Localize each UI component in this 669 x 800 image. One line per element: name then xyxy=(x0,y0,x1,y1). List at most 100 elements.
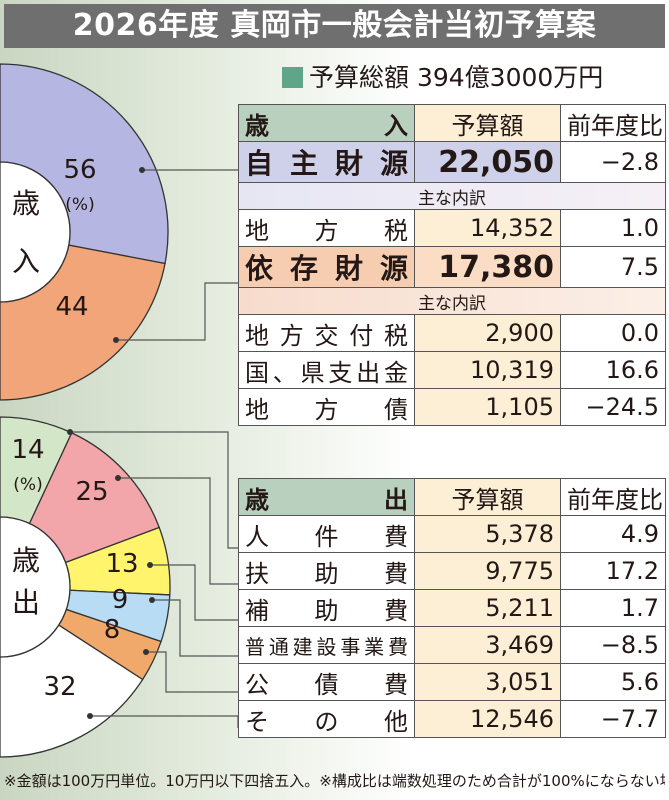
revenue-item-ratio: 16.6 xyxy=(560,351,666,389)
jishu-row: 自主財源 22,050 −2.8 xyxy=(238,141,666,183)
breakdown-row-1: 主な内訳 xyxy=(238,182,666,210)
expenditure-item-name: 公債費 xyxy=(238,663,415,701)
expenditure-item-ratio: 1.7 xyxy=(560,589,666,627)
chihouzei-ratio: 1.0 xyxy=(560,209,666,247)
leader-dot xyxy=(147,562,153,568)
expenditure-item-amount: 9,775 xyxy=(414,552,561,590)
leader-dot xyxy=(143,649,149,655)
revenue-item-amount: 1,105 xyxy=(414,388,561,426)
revenue-item-name: 地方債 xyxy=(238,388,415,426)
expenditure-item-ratio: −8.5 xyxy=(560,626,666,664)
izon-name: 依存財源 xyxy=(238,246,415,288)
unit-label: (%) xyxy=(13,475,42,495)
chihouzei-amount: 14,352 xyxy=(414,209,561,247)
izon-row: 依存財源 17,380 7.5 xyxy=(238,246,666,288)
leader-dot xyxy=(87,713,93,719)
expenditure-header-name: 歳出 xyxy=(238,478,415,516)
expenditure-header-row: 歳出 予算額 前年度比(%) xyxy=(238,478,666,516)
leader-line xyxy=(150,564,238,621)
expenditure-item-ratio: −7.7 xyxy=(560,700,666,738)
jishu-amount: 22,050 xyxy=(414,141,561,183)
total-budget: 予算総額 394億3000万円 xyxy=(282,58,603,94)
square-marker-icon xyxy=(282,67,303,88)
revenue-item-name: 国、県支出金 xyxy=(238,351,415,389)
expenditure-header-amount: 予算額 xyxy=(414,478,561,516)
total-label: 予算総額 394億3000万円 xyxy=(309,63,604,92)
expenditure-item-row: 公債費 3,051 5.6 xyxy=(238,663,666,701)
slice-label: 25 xyxy=(75,477,108,507)
leader-line xyxy=(118,477,238,585)
expenditure-item-name: 人件費 xyxy=(238,515,415,553)
pie-center xyxy=(0,161,71,303)
revenue-header-amount: 予算額 xyxy=(414,104,561,142)
izon-amount: 17,380 xyxy=(414,246,561,288)
revenue-item-row: 地方交付税 2,900 0.0 xyxy=(238,314,666,352)
expenditure-item-row: 扶助費 9,775 17.2 xyxy=(238,552,666,590)
jishu-ratio: −2.8 xyxy=(560,141,666,183)
pie-center-label: 入 xyxy=(12,245,40,278)
pie-center-label: 歳 xyxy=(12,544,40,577)
revenue-item-name: 地方交付税 xyxy=(238,314,415,352)
expenditure-item-amount: 3,051 xyxy=(414,663,561,701)
leader-dot xyxy=(139,167,145,173)
expenditure-item-ratio: 17.2 xyxy=(560,552,666,590)
slice-label: 44 xyxy=(55,292,88,322)
pie-center-label: 出 xyxy=(12,586,40,619)
slice-label: 32 xyxy=(43,672,76,702)
leader-dot xyxy=(149,597,155,603)
slice-label: 14 xyxy=(11,435,44,465)
revenue-item-ratio: −24.5 xyxy=(560,388,666,426)
leader-dot xyxy=(115,475,121,481)
breakdown-row-2: 主な内訳 xyxy=(238,287,666,315)
breakdown-label-2: 主な内訳 xyxy=(238,287,666,315)
leader-line xyxy=(70,431,238,549)
revenue-header-ratio: 前年度比(%) xyxy=(560,104,666,142)
leader-line xyxy=(90,715,239,728)
izon-ratio: 7.5 xyxy=(560,246,666,288)
chihouzei-name: 地方税 xyxy=(238,209,415,247)
leader-dot xyxy=(113,337,119,343)
slice-label: 9 xyxy=(112,585,129,615)
revenue-item-ratio: 0.0 xyxy=(560,314,666,352)
revenue-item-amount: 10,319 xyxy=(414,351,561,389)
leader-line xyxy=(146,651,238,693)
leader-line xyxy=(116,282,238,341)
expenditure-item-amount: 5,211 xyxy=(414,589,561,627)
expenditure-item-amount: 5,378 xyxy=(414,515,561,553)
unit-label: (%) xyxy=(65,195,94,215)
expenditure-item-ratio: 5.6 xyxy=(560,663,666,701)
expenditure-item-name: 扶助費 xyxy=(238,552,415,590)
pie-center xyxy=(0,516,71,658)
leader-dot xyxy=(67,429,73,435)
page-title: 2026年度 真岡市一般会計当初予算案 xyxy=(4,4,665,48)
pie-center-label: 歳 xyxy=(12,187,40,220)
revenue-item-row: 国、県支出金 10,319 16.6 xyxy=(238,351,666,389)
revenue-item-amount: 2,900 xyxy=(414,314,561,352)
revenue-item-row: 地方債 1,105 −24.5 xyxy=(238,388,666,426)
expenditure-item-name: 補助費 xyxy=(238,589,415,627)
expenditure-item-amount: 3,469 xyxy=(414,626,561,664)
breakdown-label-1: 主な内訳 xyxy=(238,182,666,210)
chihouzei-row: 地方税 14,352 1.0 xyxy=(238,209,666,247)
expenditure-item-amount: 12,546 xyxy=(414,700,561,738)
expenditure-item-row: 人件費 5,378 4.9 xyxy=(238,515,666,553)
revenue-header-name: 歳入 xyxy=(238,104,415,142)
leader-line xyxy=(152,599,238,657)
expenditure-item-row: 普通建設事業費 3,469 −8.5 xyxy=(238,626,666,664)
expenditure-item-row: その他 12,546 −7.7 xyxy=(238,700,666,738)
slice-label: 56 xyxy=(63,155,96,185)
expenditure-item-row: 補助費 5,211 1.7 xyxy=(238,589,666,627)
expenditure-table: 歳出 予算額 前年度比(%) 人件費 5,378 4.9 扶助費 9,775 1… xyxy=(238,478,666,738)
revenue-header-row: 歳入 予算額 前年度比(%) xyxy=(238,104,666,142)
slice-label: 13 xyxy=(105,549,138,579)
slice-label: 8 xyxy=(104,615,121,645)
footnote: ※金額は100万円単位。10万円以下四捨五入。※構成比は端数処理のため合計が10… xyxy=(4,772,665,790)
jishu-name: 自主財源 xyxy=(238,141,415,183)
expenditure-item-ratio: 4.9 xyxy=(560,515,666,553)
expenditure-header-ratio: 前年度比(%) xyxy=(560,478,666,516)
revenue-table: 歳入 予算額 前年度比(%) 自主財源 22,050 −2.8 主な内訳 地方税… xyxy=(238,104,666,426)
expenditure-item-name: その他 xyxy=(238,700,415,738)
expenditure-item-name: 普通建設事業費 xyxy=(238,626,415,664)
